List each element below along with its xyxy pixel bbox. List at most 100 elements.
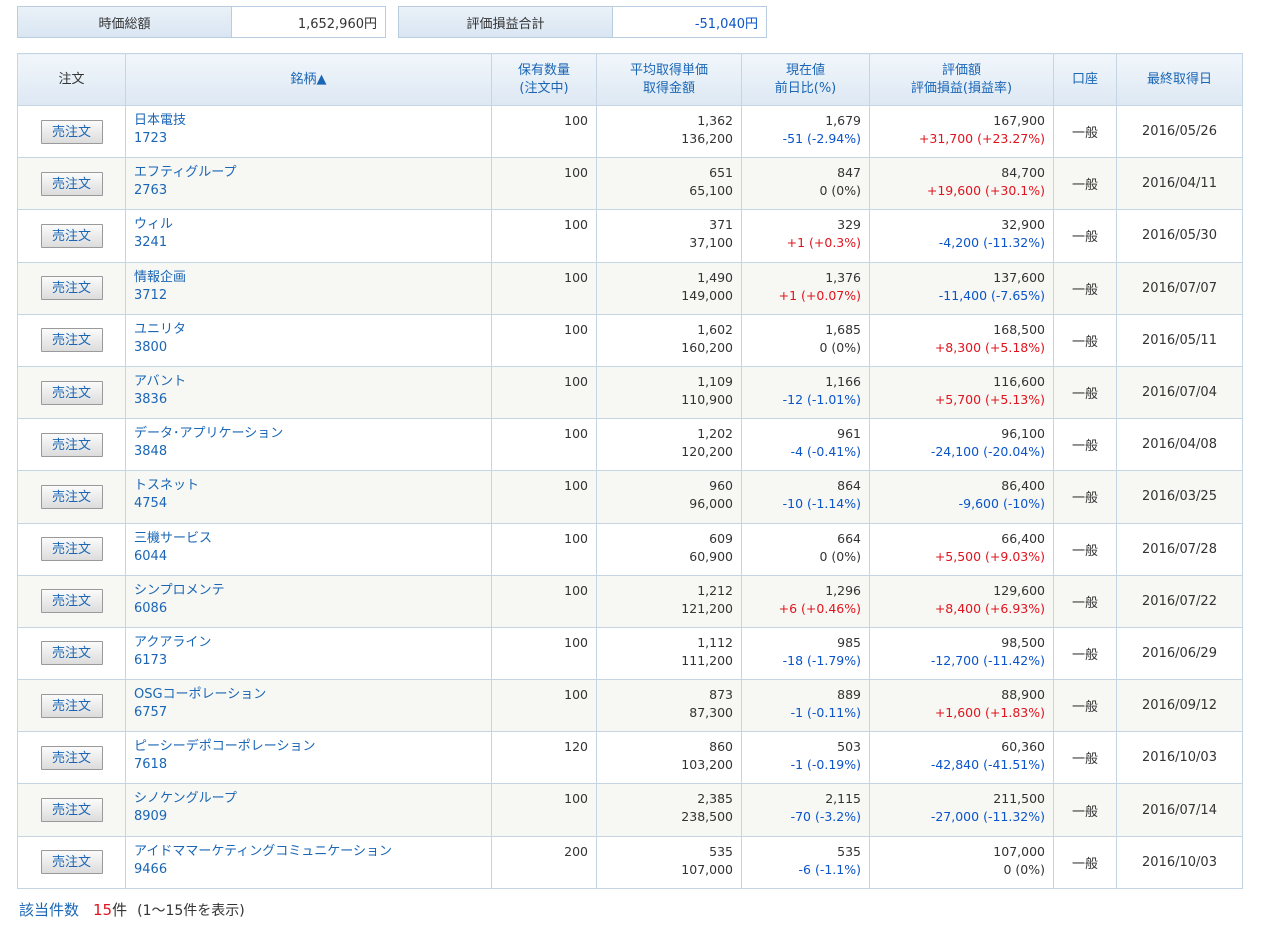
order-cell: 売注文: [17, 835, 126, 889]
sell-order-button[interactable]: 売注文: [40, 432, 103, 457]
valuation-cell: 84,700 +19,600 (+30.1%): [869, 157, 1054, 211]
acquisition-amount: 103,200: [681, 757, 733, 773]
header-price[interactable]: 現在値 前日比(%): [741, 53, 870, 106]
stock-code-link[interactable]: 6173: [134, 652, 168, 668]
last-acquired-date: 2016/05/26: [1116, 104, 1243, 159]
sell-order-button[interactable]: 売注文: [40, 798, 103, 823]
unrealized-pl-box: 評価損益合計 -51,040円: [398, 6, 767, 38]
last-acquired-date: 2016/10/03: [1116, 731, 1243, 785]
header-last-date[interactable]: 最終取得日: [1116, 53, 1243, 106]
sell-order-button[interactable]: 売注文: [40, 171, 103, 196]
order-cell: 売注文: [17, 783, 126, 837]
header-price-line1: 現在値: [785, 62, 825, 78]
sell-order-button[interactable]: 売注文: [40, 850, 103, 875]
stock-name-link[interactable]: データ･アプリケーション: [134, 426, 284, 442]
average-cost: 1,490: [697, 269, 733, 285]
header-account[interactable]: 口座: [1053, 53, 1117, 106]
stock-code-link[interactable]: 3241: [134, 235, 168, 251]
table-row: 売注文 アクアライン 6173 100 1,112 111,200 985 -18 (-1.7…: [17, 626, 1243, 681]
quantity-cell: 100: [491, 574, 597, 628]
sell-order-button[interactable]: 売注文: [40, 745, 103, 770]
price-cell: 503 -1 (-0.19%): [741, 731, 870, 785]
sell-order-button[interactable]: 売注文: [40, 693, 103, 718]
sell-order-button[interactable]: 売注文: [40, 484, 103, 509]
average-cost: 1,602: [697, 321, 733, 337]
account-type: 一般: [1053, 313, 1117, 367]
result-count: 該当件数 15 件 (1〜15件を表示): [19, 899, 245, 920]
acquisition-amount: 160,200: [681, 339, 733, 355]
quantity-cell: 200: [491, 835, 597, 889]
stock-code-link[interactable]: 3800: [134, 339, 168, 355]
stock-name-link[interactable]: アクアライン: [134, 634, 212, 650]
account-type: 一般: [1053, 626, 1117, 681]
sell-order-button[interactable]: 売注文: [40, 641, 103, 666]
last-acquired-date: 2016/04/11: [1116, 157, 1243, 211]
stock-name-link[interactable]: 情報企画: [134, 269, 187, 285]
stock-name-link[interactable]: トスネット: [134, 478, 200, 494]
stock-code-link[interactable]: 6086: [134, 600, 168, 616]
account-type: 一般: [1053, 104, 1117, 159]
table-row: 売注文 三機サービス 6044 100 609 60,900 664 0 (0%) 66,400…: [17, 522, 1243, 576]
stock-name-link[interactable]: アイドママーケティングコミュニケーション: [134, 843, 393, 859]
stock-code-link[interactable]: 8909: [134, 809, 168, 825]
stock-code-link[interactable]: 3848: [134, 444, 168, 460]
day-change: 0 (0%): [819, 339, 861, 355]
stock-name-link[interactable]: ピーシーデポコーポレーション: [134, 739, 316, 755]
stock-code-link[interactable]: 9466: [134, 861, 168, 877]
sell-order-button[interactable]: 売注文: [40, 276, 103, 301]
quantity-cell: 100: [491, 522, 597, 576]
price-cell: 889 -1 (-0.11%): [741, 679, 870, 733]
valuation-cell: 96,100 -24,100 (-20.04%): [869, 418, 1054, 472]
valuation-amount: 116,600: [993, 373, 1045, 389]
acquisition-amount: 121,200: [681, 600, 733, 616]
stock-name-link[interactable]: 三機サービス: [134, 530, 213, 546]
stock-code-link[interactable]: 3712: [134, 287, 168, 303]
sell-order-button[interactable]: 売注文: [40, 223, 103, 248]
header-quantity[interactable]: 保有数量 (注文中): [491, 53, 597, 106]
stock-name-link[interactable]: シンプロメンテ: [134, 582, 225, 598]
price-cell: 864 -10 (-1.14%): [741, 470, 870, 524]
stock-code-link[interactable]: 2763: [134, 183, 168, 199]
market-value-box: 時価総額 1,652,960円: [17, 6, 386, 38]
sell-order-button[interactable]: 売注文: [40, 537, 103, 562]
stock-code-link[interactable]: 4754: [134, 496, 168, 512]
quantity: 200: [564, 843, 588, 859]
sell-order-button[interactable]: 売注文: [40, 119, 103, 144]
stock-name-link[interactable]: ユニリタ: [134, 321, 187, 337]
sell-order-button[interactable]: 売注文: [40, 328, 103, 353]
stock-code-link[interactable]: 3836: [134, 391, 168, 407]
order-cell: 売注文: [17, 679, 126, 733]
stock-name-link[interactable]: エフティグループ: [134, 165, 237, 181]
stock-name-link[interactable]: シノケングループ: [134, 791, 237, 807]
current-price: 503: [837, 739, 861, 755]
stock-code-link[interactable]: 6757: [134, 705, 168, 721]
stock-code-link[interactable]: 6044: [134, 548, 168, 564]
stock-name-link[interactable]: 日本電技: [134, 113, 187, 128]
header-cost[interactable]: 平均取得単価 取得金額: [596, 53, 742, 106]
table-row: 売注文 ユニリタ 3800 100 1,602 160,200 1,685 0 (0%) 168…: [17, 313, 1243, 367]
average-cost: 1,212: [697, 582, 733, 598]
current-price: 1,685: [825, 321, 861, 337]
quantity-cell: 100: [491, 157, 597, 211]
valuation-amount: 60,360: [1001, 739, 1045, 755]
stock-code-link[interactable]: 7618: [134, 757, 168, 773]
last-acquired-date: 2016/07/22: [1116, 574, 1243, 628]
sell-order-button[interactable]: 売注文: [40, 589, 103, 614]
header-name-sort[interactable]: 銘柄▲: [125, 53, 492, 106]
cost-cell: 651 65,100: [596, 157, 742, 211]
stock-cell: ウィル 3241: [125, 209, 492, 263]
quantity-cell: 100: [491, 783, 597, 837]
header-valuation[interactable]: 評価額 評価損益(損益率): [869, 53, 1054, 106]
stock-code-link[interactable]: 1723: [134, 131, 168, 146]
valuation-amount: 107,000: [993, 843, 1045, 859]
sell-order-button[interactable]: 売注文: [40, 380, 103, 405]
acquisition-amount: 120,200: [681, 444, 733, 460]
stock-name-link[interactable]: ウィル: [134, 217, 174, 233]
day-change: +1 (+0.3%): [786, 235, 861, 251]
average-cost: 1,362: [697, 113, 733, 128]
valuation-amount: 168,500: [993, 321, 1045, 337]
stock-name-link[interactable]: OSGコーポレーション: [134, 687, 267, 703]
day-change: -70 (-3.2%): [790, 809, 861, 825]
price-cell: 1,166 -12 (-1.01%): [741, 365, 870, 420]
stock-name-link[interactable]: アバント: [134, 373, 187, 389]
